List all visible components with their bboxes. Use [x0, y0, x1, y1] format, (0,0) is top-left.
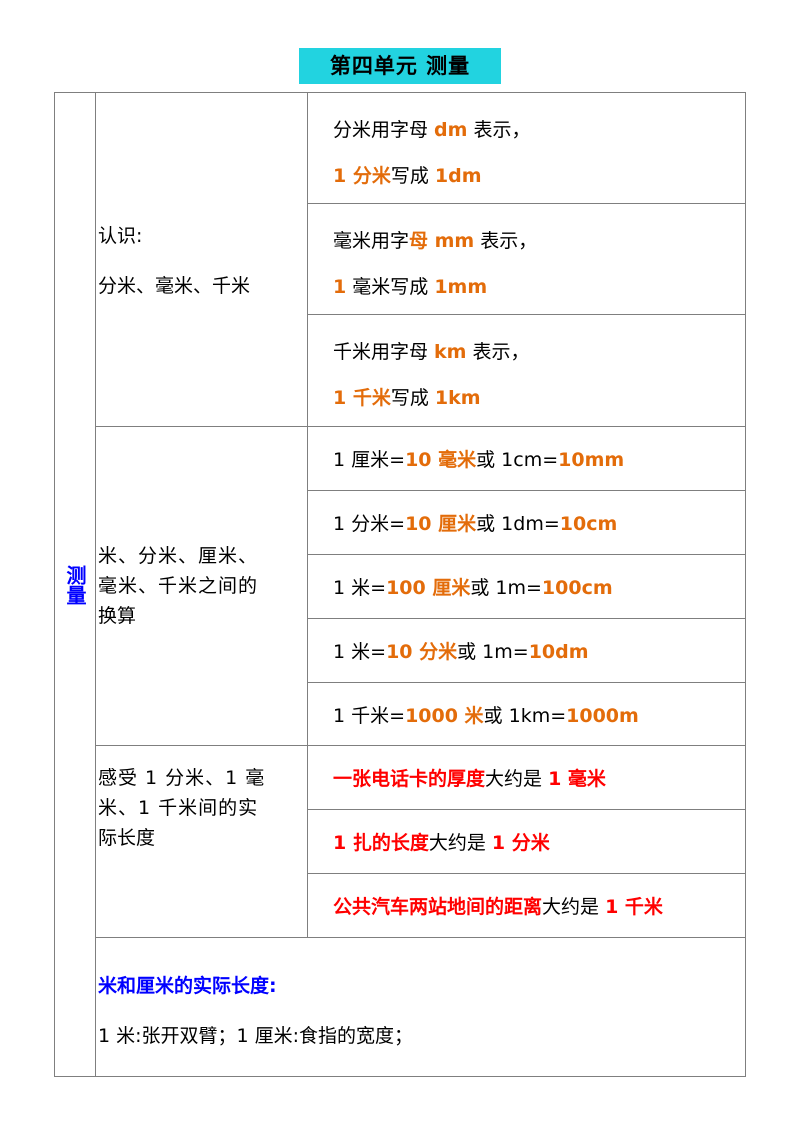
conv-a: 1 米=	[333, 641, 387, 663]
feel-c: 1 千米	[605, 896, 663, 918]
dm-l2c: 1dm	[434, 165, 482, 187]
conversion-label-line3: 换算	[98, 605, 137, 627]
mm-l2c: 1mm	[434, 276, 488, 298]
conversion-label-line2: 毫米、千米之间的	[98, 575, 259, 597]
feel-b: 大约是	[428, 832, 492, 854]
conv-d: 1000m	[566, 705, 639, 727]
side-label-text: 测量	[63, 564, 87, 605]
feel-b: 大约是	[485, 768, 549, 790]
recognition-label-line2: 分米、毫米、千米	[98, 275, 251, 297]
conv-d: 10cm	[559, 513, 618, 535]
km-l2c: 1km	[434, 387, 481, 409]
conversion-row: 1 米=10 分米或 1m=10dm	[307, 618, 746, 683]
feel-row: 公共汽车两站地间的距离大约是 1 千米	[307, 873, 746, 938]
conv-d: 10mm	[558, 449, 625, 471]
conv-d: 10dm	[528, 641, 589, 663]
actual-length-cell: 米和厘米的实际长度: 1 米:张开双臂；1 厘米:食指的宽度；	[95, 937, 746, 1077]
dm-l1b: dm	[434, 119, 468, 141]
conv-a: 1 分米=	[333, 513, 406, 535]
km-l1b: km	[434, 341, 467, 363]
recognition-label-cell: 认识: 分米、毫米、千米	[95, 92, 308, 427]
conv-c: 或 1m=	[457, 641, 529, 663]
actual-length-heading: 米和厘米的实际长度:	[98, 975, 277, 997]
conversion-row: 1 米=100 厘米或 1m=100cm	[307, 554, 746, 619]
km-l2a: 1 千米	[333, 387, 391, 409]
conv-b: 10 厘米	[405, 513, 477, 535]
conv-b: 10 毫米	[405, 449, 477, 471]
conv-b: 100 厘米	[386, 577, 471, 599]
conversion-label-cell: 米、分米、厘米、 毫米、千米之间的 换算	[95, 426, 308, 746]
feel-label-line3: 际长度	[98, 827, 156, 849]
feel-a: 公共汽车两站地间的距离	[333, 896, 543, 918]
mm-l2a: 1	[333, 276, 347, 298]
conv-d: 100cm	[541, 577, 613, 599]
feel-a: 一张电话卡的厚度	[333, 768, 486, 790]
km-l1c: 表示，	[466, 341, 530, 363]
dm-definition-cell: 分米用字母 dm 表示， 1 分米写成 1dm	[307, 92, 746, 204]
feel-b: 大约是	[542, 896, 606, 918]
mm-l1a: 毫米用字	[333, 230, 410, 252]
km-definition-cell: 千米用字母 km 表示， 1 千米写成 1km	[307, 314, 746, 427]
km-l2b: 写成	[390, 387, 435, 409]
conv-a: 1 厘米=	[333, 449, 406, 471]
feel-c: 1 毫米	[548, 768, 606, 790]
conversion-row: 1 千米=1000 米或 1km=1000m	[307, 682, 746, 746]
km-l1a: 千米用字母	[333, 341, 435, 363]
feel-c: 1 分米	[491, 832, 550, 854]
conv-c: 或 1cm=	[476, 449, 559, 471]
conv-b: 10 分米	[386, 641, 458, 663]
actual-length-text: 1 米:张开双臂；1 厘米:食指的宽度；	[98, 1025, 414, 1047]
conv-a: 1 米=	[333, 577, 387, 599]
side-label: 测量	[54, 92, 96, 1077]
dm-l1a: 分米用字母	[333, 119, 435, 141]
page-title: 第四单元 测量	[299, 48, 501, 84]
dm-l2b: 写成	[390, 165, 435, 187]
feel-label-line1: 感受 1 分米、1 毫	[98, 767, 266, 789]
conv-a: 1 千米=	[333, 705, 406, 727]
recognition-label-line1: 认识:	[98, 225, 143, 247]
feel-row: 1 扎的长度大约是 1 分米	[307, 809, 746, 874]
mm-l1b: 母 mm	[409, 230, 475, 252]
conv-c: 或 1dm=	[476, 513, 560, 535]
feel-row: 一张电话卡的厚度大约是 1 毫米	[307, 745, 746, 810]
feel-a: 1 扎的长度	[333, 832, 429, 854]
feel-label-line2: 米、1 千米间的实	[98, 797, 259, 819]
dm-l1c: 表示，	[467, 119, 531, 141]
conv-b: 1000 米	[405, 705, 484, 727]
feel-label-cell: 感受 1 分米、1 毫 米、1 千米间的实 际长度	[95, 745, 308, 938]
conversion-row: 1 分米=10 厘米或 1dm=10cm	[307, 490, 746, 555]
conv-c: 或 1km=	[483, 705, 567, 727]
mm-l1c: 表示，	[474, 230, 538, 252]
conv-c: 或 1m=	[470, 577, 542, 599]
mm-definition-cell: 毫米用字母 mm 表示， 1 毫米写成 1mm	[307, 203, 746, 315]
dm-l2a: 1 分米	[333, 165, 391, 187]
conversion-label-line1: 米、分米、厘米、	[98, 545, 259, 567]
mm-l2b: 毫米写成	[346, 276, 435, 298]
conversion-row: 1 厘米=10 毫米或 1cm=10mm	[307, 426, 746, 491]
